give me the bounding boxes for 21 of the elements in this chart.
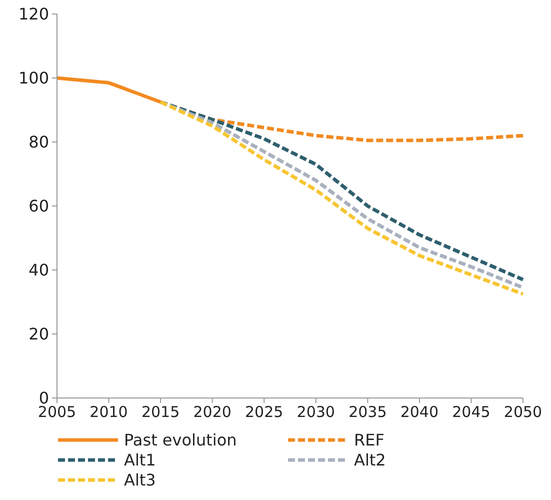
legend-label: Alt1 <box>124 450 156 470</box>
legend-label: REF <box>354 430 384 450</box>
x-tick-label: 2040 <box>400 403 439 421</box>
y-tick-label: 80 <box>28 132 49 152</box>
x-tick-label: 2025 <box>245 403 284 421</box>
y-tick-label: 60 <box>28 196 49 216</box>
legend-label: Alt3 <box>124 470 156 490</box>
x-tick-label: 2005 <box>38 403 76 421</box>
x-tick-label: 2020 <box>193 403 232 421</box>
x-tick-label: 2045 <box>452 403 490 421</box>
x-tick-label: 2010 <box>90 403 128 421</box>
x-tick-label: 2050 <box>504 403 542 421</box>
x-tick-label: 2030 <box>296 403 335 421</box>
y-tick-label: 100 <box>18 68 49 88</box>
legend-label: Past evolution <box>124 430 237 450</box>
x-tick-label: 2015 <box>141 403 180 421</box>
y-tick-label: 40 <box>28 260 49 280</box>
y-tick-label: 20 <box>28 324 49 344</box>
legend-label: Alt2 <box>354 450 386 470</box>
y-tick-label: 120 <box>18 4 49 24</box>
x-tick-label: 2035 <box>348 403 387 421</box>
